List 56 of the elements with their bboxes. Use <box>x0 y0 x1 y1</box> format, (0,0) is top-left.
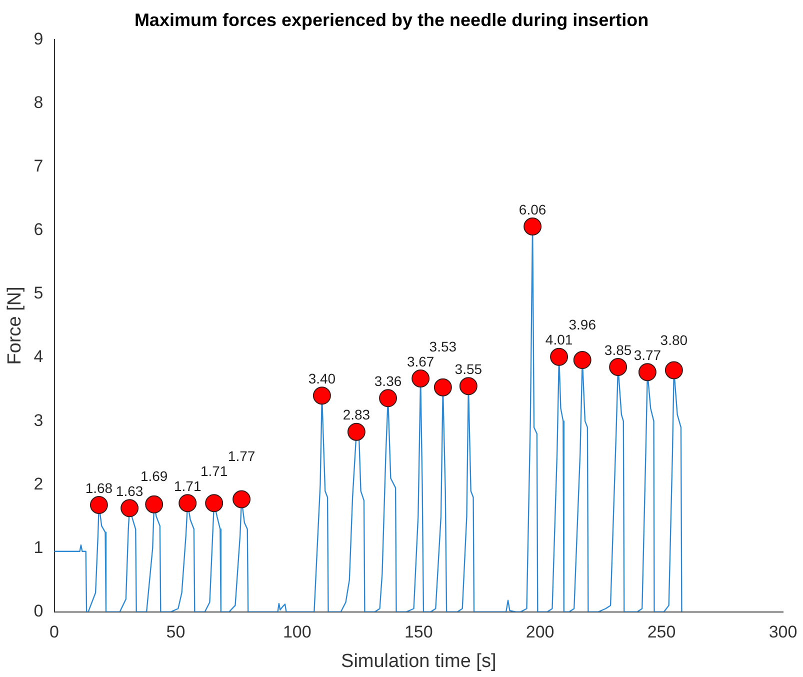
point <box>205 494 224 512</box>
y-tick-label: 6 <box>34 220 44 240</box>
chart-title: Maximum forces experienced by the needle during insertion <box>134 10 649 30</box>
y-tick-label: 0 <box>34 601 44 620</box>
data-label: 6.06 <box>518 201 546 218</box>
x-tick-label: 100 <box>282 622 312 642</box>
point <box>664 361 683 380</box>
point <box>120 499 139 518</box>
data-label: 3.85 <box>604 342 632 358</box>
point <box>312 386 331 405</box>
y-tick-label: 1 <box>34 538 44 557</box>
x-tick-label: 300 <box>768 622 798 642</box>
data-label: 3.40 <box>308 370 336 386</box>
data-label: 3.67 <box>406 353 434 370</box>
point <box>550 348 568 366</box>
data-label: 1.71 <box>174 478 202 494</box>
data-label: 1.69 <box>140 468 168 484</box>
point <box>90 496 108 514</box>
point <box>178 494 197 512</box>
point <box>347 422 366 441</box>
point <box>379 389 398 408</box>
point <box>524 218 542 236</box>
point <box>638 363 656 382</box>
x-tick-label: 150 <box>404 622 433 642</box>
point <box>609 358 628 376</box>
y-tick-label: 2 <box>34 474 44 494</box>
y-tick-label: 3 <box>34 410 44 430</box>
data-label: 1.68 <box>85 480 113 496</box>
y-tick-label: 4 <box>34 347 44 366</box>
y-tick-label: 5 <box>34 284 44 303</box>
data-label: 1.63 <box>116 483 144 500</box>
data-label: 1.71 <box>200 462 228 479</box>
point <box>232 490 251 508</box>
x-tick-label: 200 <box>526 622 554 642</box>
data-label: 3.53 <box>429 338 457 354</box>
point <box>459 377 478 396</box>
data-label: 3.36 <box>374 373 402 390</box>
x-tick-label: 250 <box>647 622 676 642</box>
data-label: 2.83 <box>342 406 370 423</box>
y-tick-label: 8 <box>34 92 44 112</box>
data-label: 3.77 <box>634 346 662 363</box>
point <box>145 495 164 514</box>
point <box>412 369 430 388</box>
y-axis-title: Force [N] <box>4 286 26 365</box>
y-tick-label: 7 <box>34 156 44 176</box>
point <box>434 378 452 396</box>
x-tick-label: 50 <box>166 622 186 642</box>
y-tick-label: 9 <box>34 29 44 48</box>
data-label: 4.01 <box>545 332 573 348</box>
data-label: 1.77 <box>228 448 256 464</box>
data-label: 3.55 <box>454 360 482 377</box>
data-label: 3.96 <box>568 316 596 333</box>
data-label: 3.80 <box>660 332 688 348</box>
x-axis-title: Simulation time [s] <box>341 650 496 672</box>
point <box>573 351 592 370</box>
x-tick-label: 0 <box>50 622 59 642</box>
